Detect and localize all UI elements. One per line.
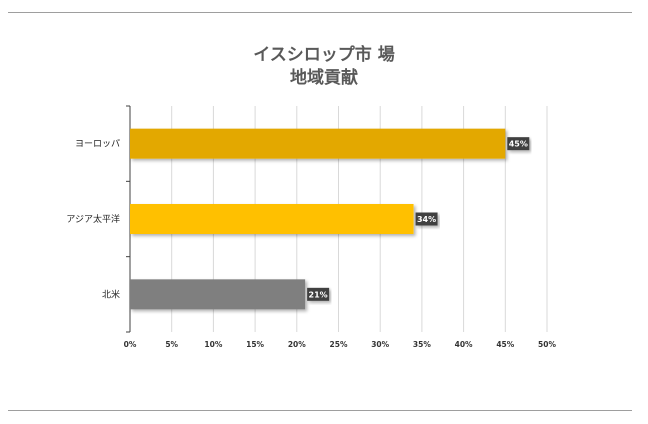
data-label-box bbox=[307, 287, 330, 301]
data-label-box bbox=[415, 212, 438, 226]
x-tick-label: 40% bbox=[455, 340, 473, 349]
data-label: 21% bbox=[309, 290, 328, 299]
data-label: 45% bbox=[509, 140, 528, 149]
bar bbox=[130, 204, 414, 234]
category-label: アジア太平洋 bbox=[66, 213, 120, 225]
top-divider bbox=[8, 12, 632, 13]
x-tick-label: 5% bbox=[165, 340, 178, 349]
x-tick-label: 45% bbox=[496, 340, 514, 349]
chart-title-line1: イスシロップ市 場 bbox=[253, 45, 395, 65]
bottom-divider bbox=[8, 410, 632, 411]
x-tick-label: 20% bbox=[288, 340, 306, 349]
x-tick-label: 50% bbox=[538, 340, 556, 349]
data-label: 34% bbox=[417, 215, 436, 224]
x-tick-label: 15% bbox=[246, 340, 264, 349]
chart-title-line2: 地域貢献 bbox=[290, 68, 358, 88]
category-label: 北米 bbox=[102, 288, 120, 300]
x-tick-label: 0% bbox=[124, 340, 137, 349]
category-label: ヨーロッパ bbox=[75, 139, 120, 150]
x-tick-label: 35% bbox=[413, 340, 431, 349]
bar bbox=[130, 279, 306, 310]
data-label-box bbox=[507, 137, 530, 151]
x-tick-label: 25% bbox=[330, 340, 348, 349]
x-tick-label: 10% bbox=[204, 340, 222, 349]
bar bbox=[130, 128, 506, 159]
x-tick-label: 30% bbox=[371, 340, 389, 349]
